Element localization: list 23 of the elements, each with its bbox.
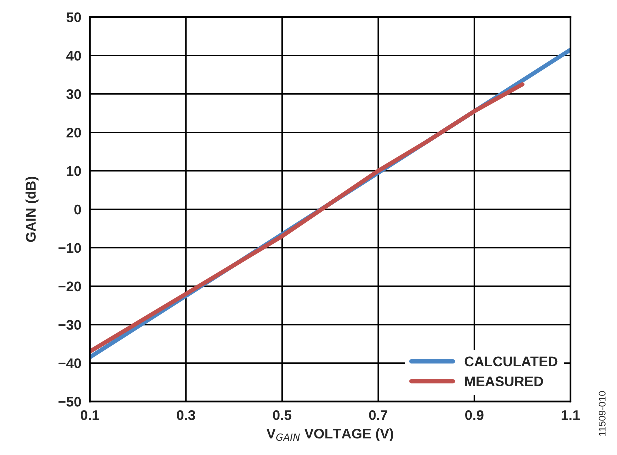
y-tick-label: 20 <box>66 128 82 138</box>
x-tick-label: 0.7 <box>369 410 388 420</box>
text: 11509-010 <box>598 391 606 436</box>
legend-label: MEASURED <box>465 376 544 387</box>
legend-label: CALCULATED <box>464 356 558 367</box>
y-tick-label: 30 <box>66 90 82 100</box>
y-tick-label: −30 <box>58 320 82 330</box>
x-axis-title: V$_{GAIN}$ VOLTAGE (V) <box>266 428 394 442</box>
y-tick-label: 40 <box>66 51 82 61</box>
x-tick-label: 0.1 <box>80 410 100 420</box>
y-tick-label: 0 <box>74 204 82 215</box>
x-tick-label: 0.5 <box>273 410 292 420</box>
y-tick-label: −50 <box>58 397 82 407</box>
x-tick-label: 0.9 <box>465 410 484 420</box>
x-tick-label: 0.3 <box>177 410 196 420</box>
line-series <box>90 82 525 354</box>
x-tick-label: 1.1 <box>562 410 580 420</box>
y-tick-label: −40 <box>58 358 82 368</box>
y-tick-label: 10 <box>67 166 82 176</box>
y-tick-label: −10 <box>58 243 82 254</box>
y-axis-title: GAIN (dB) <box>26 177 39 242</box>
y-tick-label: 50 <box>66 12 82 22</box>
y-tick-label: −20 <box>58 282 82 292</box>
